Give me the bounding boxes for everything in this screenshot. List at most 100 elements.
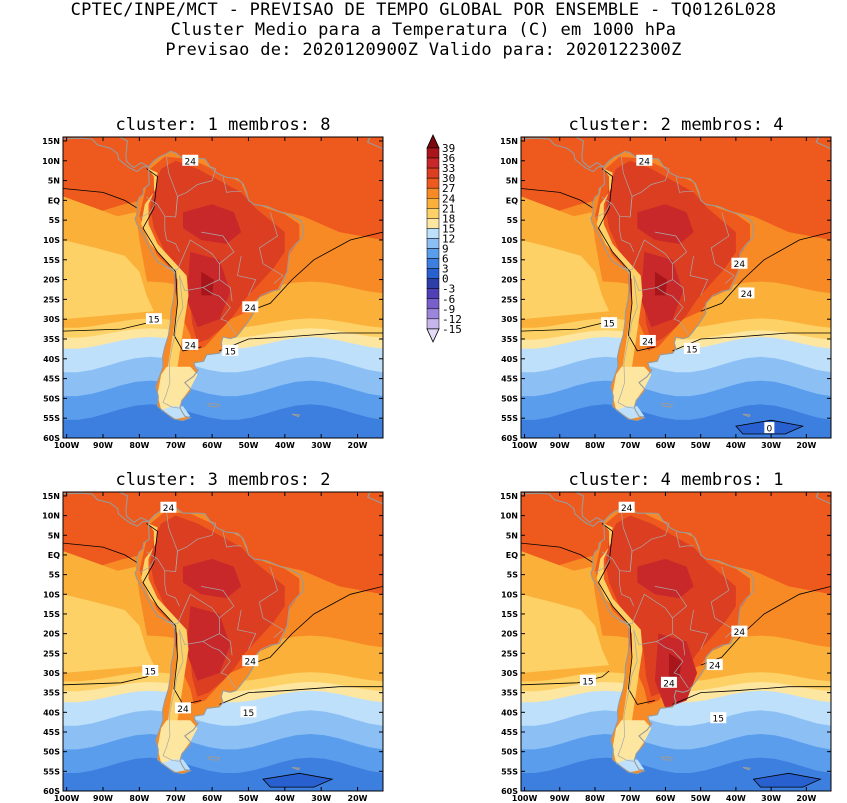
lon-tick-label: 80W [585,794,605,803]
colorbar-swatch [426,278,440,289]
lon-tick-label: 30W [311,441,331,450]
lat-tick-label: 55S [43,414,60,423]
country-border [601,551,620,571]
country-border [210,166,217,181]
lat-tick-label: 55S [501,767,518,776]
contour-label-box [764,422,775,434]
country-border [139,556,157,574]
contour-label: 24 [621,504,633,514]
colorbar-swatch [426,248,440,259]
lon-tick-label: 40W [275,794,295,803]
south-georgia [742,766,751,771]
contour-label: 24 [663,679,675,689]
country-border [162,275,184,409]
country-border [222,176,242,193]
colorbar-swatch [426,208,440,219]
colorbar-swatch [426,187,440,199]
country-border [619,216,635,253]
lon-tick-label: 70W [166,441,186,450]
contour-24-atlantic [248,231,383,312]
lat-tick-label: EQ [48,196,60,205]
lat-tick-label: 30S [43,315,60,324]
andes-18 [596,168,643,407]
contour-label: 24 [177,705,189,715]
contour-label-box [618,501,635,513]
lat-tick-label: 60S [43,787,60,796]
cold-core-0 [752,772,822,788]
country-border [656,641,689,689]
country-border [672,279,686,302]
lon-tick-label: 20W [796,441,816,450]
lat-tick-label: 20S [43,630,60,639]
contour-label-box [182,338,199,350]
lon-tick-label: 90W [93,794,113,803]
lon-tick-label: 20W [348,441,368,450]
lon-tick-label: 50W [238,441,258,450]
lon-tick-label: 50W [691,441,711,450]
contour-label: 24 [741,290,753,300]
contour-24-andes [598,168,655,352]
lat-tick-label: 5S [507,216,519,225]
lon-tick-label: 30W [311,794,331,803]
country-border [202,287,236,335]
country-border [259,566,284,638]
contour-label: 15 [243,709,254,719]
band-3 [63,404,383,438]
lat-tick-label: 20S [501,276,518,285]
colorbar-label: 3 [442,263,449,276]
lat-tick-label: 10S [43,590,60,599]
map-panel-2: 24 24 24 15 24 15 0 15N 10N 5N EQ 5S 10S 15S 20S 25S 30S… [500,115,832,450]
contour-24-andes [142,523,202,705]
colorbar-label: 9 [442,243,449,256]
colorbar-label: 15 [442,222,455,235]
country-border [237,609,257,650]
coastline-south-america [134,150,304,422]
country-border [619,534,666,572]
country-border [164,216,180,253]
lat-tick-label: EQ [506,551,518,560]
colorbar-label: -3 [442,283,455,296]
country-border [654,586,688,619]
band-18 [63,594,154,673]
lon-tick-label: 30W [761,794,781,803]
map-panel-1: 24 15 24 15 24 15N 10N 5N EQ 5S 10S 15S 20S 25S 30S 35S… [42,115,384,450]
country-border [663,166,670,181]
contour-24-pacific [521,188,594,209]
lat-tick-label: 55S [43,767,60,776]
contour-label: 15 [686,345,697,355]
lat-tick-label: 15S [501,256,518,265]
contour-label: 24 [163,504,175,514]
lat-tick-label: 30S [501,315,518,324]
contour-15-east [219,686,383,705]
falkland-islands [206,402,221,408]
land-30 [605,515,736,697]
lat-tick-label: 10N [500,157,518,166]
contour-label-box [639,334,656,346]
lat-tick-label: 35S [501,689,518,698]
colorbar-swatch [426,318,440,330]
contour-label-box [242,655,259,667]
country-border [675,176,694,193]
lat-tick-label: 35S [43,689,60,698]
lat-tick-label: 15N [42,137,60,146]
south-georgia [291,413,301,418]
contour-15-east [219,332,383,352]
colorbar-label: 36 [442,152,455,165]
colorbar-label: 21 [442,202,455,215]
colorbar-label: 6 [442,253,449,266]
colorbar-label: -6 [442,293,455,306]
band-3 [521,757,831,791]
lat-tick-label: 35S [43,335,60,344]
temperature-field [521,137,831,438]
contour-label-box [731,257,748,269]
coastline-central-america [63,137,149,173]
temperature-field [63,492,383,791]
contour-label: 24 [245,304,257,314]
colorbar-top-arrow [426,134,440,149]
colorbar-label: 24 [442,192,456,205]
lon-tick-label: 20W [796,794,816,803]
contour-24-atlantic [700,586,831,666]
contour-label-box [240,706,257,718]
country-border [219,279,233,302]
